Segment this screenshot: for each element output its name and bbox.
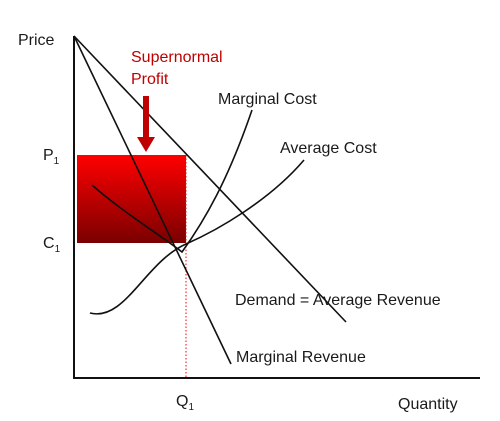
- demand-curve: [73, 35, 347, 323]
- x-axis-label: Quantity: [398, 396, 458, 413]
- demand-label: Demand = Average Revenue: [235, 292, 441, 309]
- marginal-revenue-label: Marginal Revenue: [236, 349, 366, 366]
- annotation-arrow-head: [137, 137, 155, 152]
- supernormal-profit-label-line1: Supernormal: [131, 49, 223, 66]
- q1-tick-base: Q: [176, 393, 188, 410]
- p1-tick-subscript: 1: [54, 156, 60, 167]
- p1-tick-label: P1: [43, 147, 60, 167]
- axes-lines: [73, 36, 480, 379]
- p1-tick-base: P: [43, 147, 54, 164]
- marginal-cost-curve: [91, 109, 253, 254]
- q1-tick-subscript: 1: [188, 402, 194, 413]
- average-cost-label: Average Cost: [280, 140, 377, 157]
- annotation-arrow-shaft: [143, 96, 149, 138]
- y-axis-label: Price: [18, 32, 55, 49]
- c1-tick-subscript: 1: [55, 244, 61, 255]
- q1-tick-label: Q1: [176, 393, 194, 413]
- c1-tick-label: C1: [43, 235, 61, 255]
- average-cost-curve: [89, 159, 305, 315]
- marginal-cost-label: Marginal Cost: [218, 91, 317, 108]
- supernormal-profit-area: [77, 155, 186, 243]
- supernormal-profit-label-line2: Profit: [131, 71, 169, 88]
- c1-tick-base: C: [43, 235, 55, 252]
- marginal-revenue-curve: [73, 35, 232, 365]
